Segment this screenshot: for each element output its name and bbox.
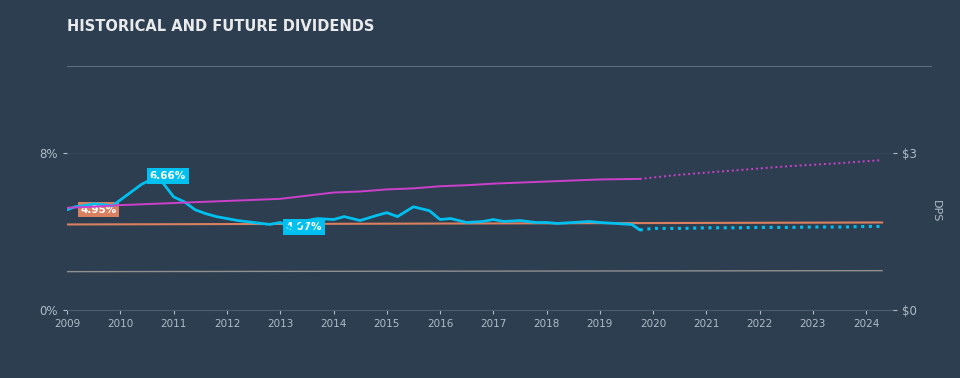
Text: 4.07%: 4.07% <box>285 222 323 232</box>
Text: HISTORICAL AND FUTURE DIVIDENDS: HISTORICAL AND FUTURE DIVIDENDS <box>67 19 374 34</box>
Text: 6.66%: 6.66% <box>150 171 186 181</box>
Text: 4.95%: 4.95% <box>81 204 117 215</box>
Y-axis label: DPS: DPS <box>930 200 941 223</box>
